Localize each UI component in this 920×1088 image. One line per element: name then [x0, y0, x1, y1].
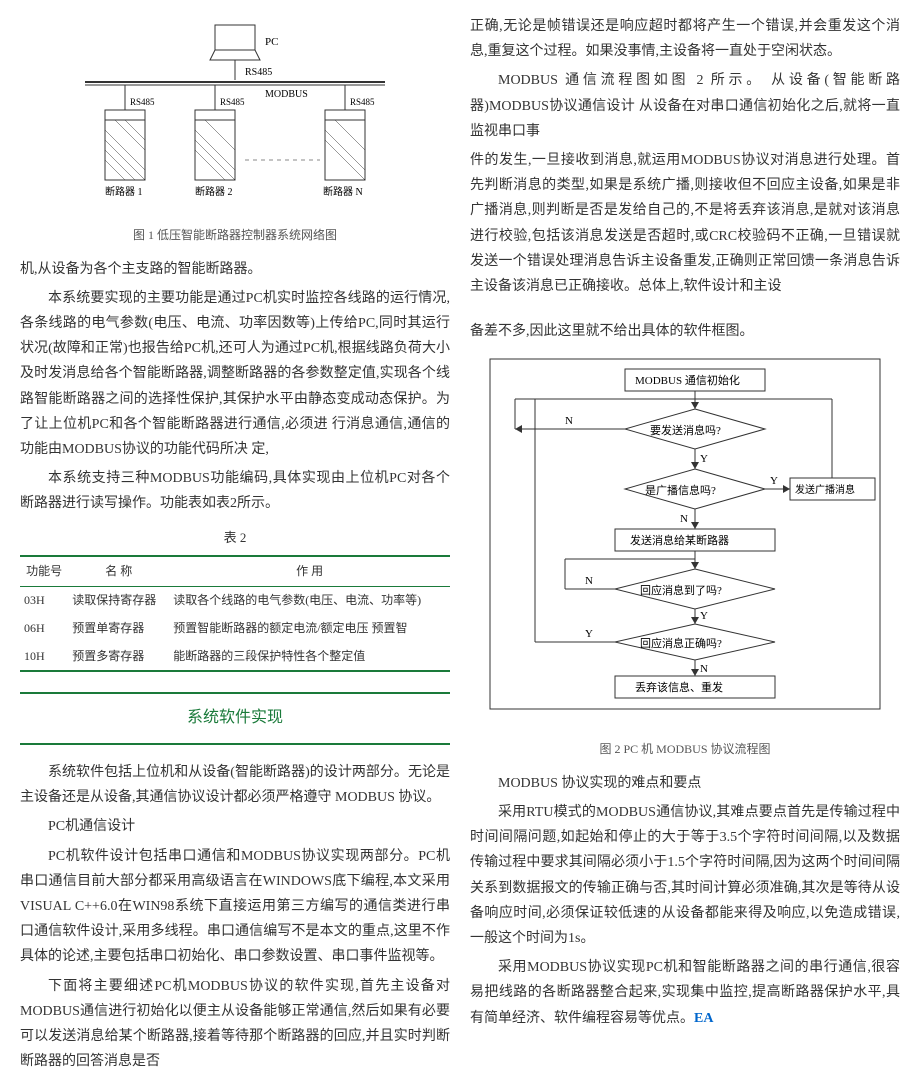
figure-1-caption: 图 1 低压智能断路器控制器系统网络图	[20, 225, 450, 247]
table-2-caption: 表 2	[20, 526, 450, 549]
modbus-label: MODBUS	[265, 89, 308, 100]
svg-text:Y: Y	[585, 628, 593, 640]
svg-text:RS485: RS485	[350, 97, 375, 107]
svg-text:回应消息正确吗?: 回应消息正确吗?	[640, 636, 722, 650]
th-desc: 作 用	[169, 556, 450, 587]
right-p2: MODBUS 通信流程图如图 2 所示。 从设备(智能断路器)MODBUS协议通…	[470, 68, 900, 144]
svg-text:RS485: RS485	[130, 97, 155, 107]
right-p3: 件的发生,一旦接收到消息,就运用MODBUS协议对消息进行处理。首先判断消息的类…	[470, 148, 900, 299]
svg-text:是广播信息吗?: 是广播信息吗?	[645, 483, 716, 497]
pc-label: PC	[265, 36, 278, 48]
right-p4: 备差不多,因此这里就不给出具体的软件框图。	[470, 319, 900, 344]
svg-text:断路器 1: 断路器 1	[105, 185, 143, 198]
router-1: 断路器 1	[105, 110, 145, 198]
left2-p2: PC机通信设计	[20, 814, 450, 839]
table-row: 10H 预置多寄存器 能断路器的三段保护特性各个整定值	[20, 643, 450, 672]
table-2: 功能号 名 称 作 用 03H 读取保持寄存器 读取各个线路的电气参数(电压、电…	[20, 555, 450, 672]
svg-text:N: N	[565, 415, 573, 427]
svg-text:要发送消息吗?: 要发送消息吗?	[650, 423, 721, 437]
ea-mark: EA	[694, 1011, 713, 1026]
svg-text:Y: Y	[770, 475, 778, 487]
right2-p2: 采用RTU模式的MODBUS通信协议,其难点要点首先是传输过程中时间间隔问题,如…	[470, 800, 900, 951]
figure-2: MODBUS 通信初始化 要发送消息吗? N Y 是广播信息吗?	[470, 354, 900, 761]
left-p1: 机,从设备为各个主支路的智能断路器。	[20, 257, 450, 282]
left-p2: 本系统要实现的主要功能是通过PC机实时监控各线路的运行情况,各条线路的电气参数(…	[20, 286, 450, 462]
svg-text:发送消息给某断路器: 发送消息给某断路器	[630, 533, 729, 547]
th-code: 功能号	[20, 556, 68, 587]
right2-p1: MODBUS 协议实现的难点和要点	[470, 771, 900, 796]
svg-text:RS485: RS485	[220, 97, 245, 107]
svg-text:回应消息到了吗?: 回应消息到了吗?	[640, 583, 722, 597]
router-2: 断路器 2	[195, 110, 235, 198]
svg-text:Y: Y	[700, 453, 708, 465]
svg-text:Y: Y	[700, 610, 708, 622]
svg-text:N: N	[585, 575, 593, 587]
table-row: 03H 读取保持寄存器 读取各个线路的电气参数(电压、电流、功率等)	[20, 587, 450, 615]
left2-p4: 下面将主要细述PC机MODBUS协议的软件实现,首先主设备对MODBUS通信进行…	[20, 974, 450, 1075]
figure-2-caption: 图 2 PC 机 MODBUS 协议流程图	[470, 739, 900, 761]
th-name: 名 称	[68, 556, 169, 587]
right2-p3: 采用MODBUS协议实现PC机和智能断路器之间的串行通信,很容易把线路的各断路器…	[470, 955, 900, 1031]
table-row: 06H 预置单寄存器 预置智能断路器的额定电流/额定电压 预置智	[20, 615, 450, 643]
right-p1: 正确,无论是帧错误还是响应超时都将产生一个错误,并会重发这个消息,重复这个过程。…	[470, 14, 900, 64]
section-separator	[20, 692, 450, 694]
svg-text:N: N	[700, 663, 708, 675]
svg-text:断路器 2: 断路器 2	[195, 185, 233, 198]
left-p3: 本系统支持三种MODBUS功能编码,具体实现由上位机PC对各个断路器进行读写操作…	[20, 466, 450, 516]
section-title: 系统软件实现	[20, 704, 450, 733]
svg-text:断路器 N: 断路器 N	[323, 185, 363, 198]
router-n: 断路器 N	[323, 110, 365, 198]
figure-1: PC RS485 MODBUS RS485 RS485 RS485	[20, 20, 450, 247]
svg-text:发送广播消息: 发送广播消息	[795, 483, 855, 496]
svg-text:MODBUS 通信初始化: MODBUS 通信初始化	[635, 373, 740, 387]
left2-p1: 系统软件包括上位机和从设备(智能断路器)的设计两部分。无论是主设备还是从设备,其…	[20, 760, 450, 810]
svg-text:丢弃该信息、重发: 丢弃该信息、重发	[635, 680, 723, 694]
left2-p3: PC机软件设计包括串口通信和MODBUS协议实现两部分。PC机串口通信目前大部分…	[20, 844, 450, 970]
svg-text:N: N	[680, 513, 688, 525]
rs485-top: RS485	[245, 67, 272, 78]
